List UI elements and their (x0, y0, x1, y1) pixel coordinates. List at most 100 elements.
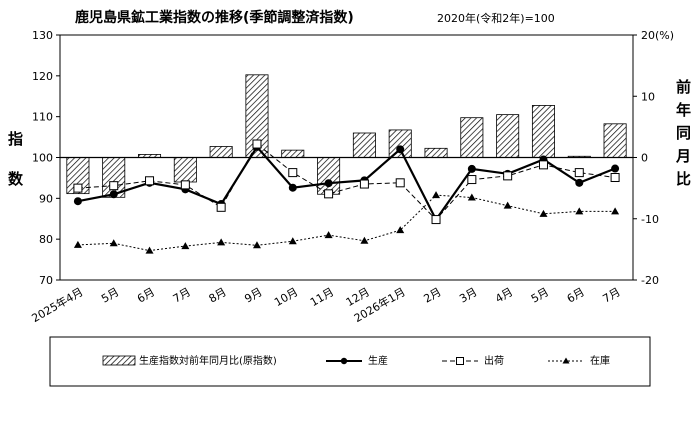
legend-label-shipment: 出荷 (484, 354, 504, 367)
x-tick-label: 7月 (601, 285, 623, 305)
right-tick-label: 10 (641, 90, 655, 103)
x-tick-label: 11月 (308, 285, 336, 309)
inventory-point (611, 207, 620, 215)
shipment-point (610, 173, 620, 183)
inventory-point (360, 236, 369, 244)
x-tick-label: 4月 (493, 285, 515, 305)
x-tick-label: 7月 (171, 285, 193, 305)
x-tick-label: 3月 (457, 285, 479, 305)
bar (496, 114, 520, 158)
shipment-point (467, 175, 477, 185)
inventory-point (575, 207, 584, 215)
inventory-point (503, 201, 512, 209)
x-tick-label: 6月 (135, 285, 157, 305)
inventory-point (73, 240, 82, 248)
legend-inventory-marker (562, 357, 570, 364)
inventory-point (432, 191, 441, 199)
shipment-point (180, 180, 190, 190)
inventory-point (252, 241, 261, 249)
shipment-point (73, 183, 83, 193)
right-axis-label-char: 比 (676, 170, 691, 188)
right-tick-label: -20 (641, 274, 659, 287)
chart-title: 鹿児島県鉱工業指数の推移(季節調整済指数) (74, 9, 354, 26)
inventory-point (539, 209, 548, 217)
inventory-point (288, 237, 297, 245)
left-tick-label: 90 (39, 192, 53, 205)
left-tick-label: 110 (32, 111, 53, 124)
inventory-point (181, 242, 190, 250)
bar (460, 117, 484, 158)
shipment-point (538, 160, 548, 170)
legend-production-marker (340, 357, 348, 365)
bar (317, 157, 341, 195)
production-point (288, 183, 297, 192)
bar (281, 149, 305, 158)
right-axis-label-char: 年 (676, 101, 691, 119)
shipment-point (252, 139, 262, 149)
series-line (77, 194, 616, 252)
right-tick-label: 0 (641, 152, 648, 165)
right-axis-label-char: 同 (676, 124, 691, 142)
right-tick-label: 20(%) (641, 29, 674, 42)
bar (424, 147, 448, 158)
series-line (77, 145, 616, 222)
inventory-point (324, 231, 333, 239)
shipment-point (574, 168, 584, 178)
inventory-point (109, 239, 118, 247)
legend-shipment-marker (456, 357, 464, 365)
shipment-point (359, 179, 369, 189)
left-axis-label: 指 数 (8, 130, 24, 188)
x-tick-label: 2月 (421, 285, 443, 305)
base-note: 2020年(令和2年)=100 (437, 11, 555, 25)
legend-label-inventory: 在庫 (590, 354, 610, 367)
legend-label-bar: 生産指数対前年同月比(原指数) (139, 354, 277, 367)
legend-frame (49, 336, 651, 387)
bar (388, 129, 412, 158)
left-tick-label: 80 (39, 233, 53, 246)
production-point (109, 190, 118, 199)
inventory-point (467, 193, 476, 201)
shipment-point (145, 176, 155, 186)
right-axis: -20 -10 0 10 20(%) (633, 29, 674, 287)
shipment-point (395, 178, 405, 188)
right-axis-label-char: 前 (676, 78, 691, 96)
production-point (467, 164, 476, 173)
right-axis-label: 前 年 同 月 比 (675, 78, 691, 188)
bar (352, 132, 376, 158)
x-tick-label: 5月 (529, 285, 551, 305)
shipment-point (216, 202, 226, 212)
bar (209, 146, 233, 158)
bar (603, 123, 627, 158)
right-tick-label: -10 (641, 213, 659, 226)
left-tick-label: 120 (32, 70, 53, 83)
inventory-point (396, 226, 405, 234)
x-tick-label: 8月 (207, 285, 229, 305)
left-axis-label-char: 指 (8, 130, 23, 148)
production-point (396, 145, 405, 154)
production-point (73, 197, 82, 206)
x-tick-label: 5月 (99, 285, 121, 305)
inventory-point (145, 246, 154, 254)
line-series (73, 139, 620, 254)
shipment-point (109, 181, 119, 191)
x-tick-label: 10月 (272, 285, 300, 309)
shipment-point (503, 171, 513, 181)
left-tick-label: 130 (32, 29, 53, 42)
bar-series (66, 74, 627, 198)
right-axis-label-char: 月 (675, 147, 691, 165)
shipment-point (431, 215, 441, 225)
left-axis: 70 80 90 100 110 120 130 (32, 29, 60, 287)
left-tick-label: 70 (39, 274, 53, 287)
inventory-point (217, 238, 226, 246)
left-tick-label: 100 (32, 152, 53, 165)
production-point (324, 179, 333, 188)
shipment-point (288, 168, 298, 178)
left-axis-label-char: 数 (8, 170, 24, 188)
production-point (575, 178, 584, 187)
x-tick-label: 6月 (565, 285, 587, 305)
x-tick-label: 2025年4月 (29, 284, 85, 325)
legend-label-production: 生産 (368, 354, 388, 367)
bar (531, 105, 555, 158)
